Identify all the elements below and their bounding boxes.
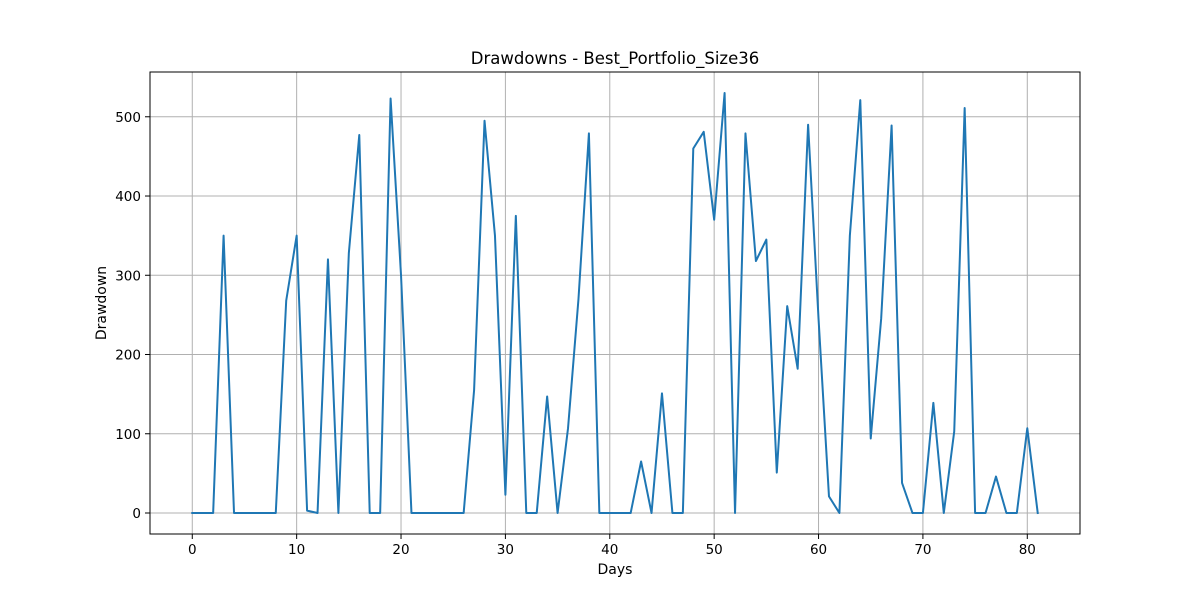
series-lines (191, 92, 1039, 515)
y-tick-label: 100 (115, 427, 141, 443)
x-tick-label: 40 (601, 542, 618, 558)
drawdown-series-line (191, 92, 1039, 515)
chart-title: Drawdowns - Best_Portfolio_Size36 (471, 49, 759, 69)
y-tick-label: 200 (115, 348, 141, 364)
y-axis-label: Drawdown (94, 266, 110, 340)
y-tick-label: 500 (115, 110, 141, 126)
x-axis-label: Days (598, 562, 633, 578)
y-tick-label: 300 (115, 268, 141, 284)
x-axis-ticks: 0 10 20 30 40 50 60 70 80 (188, 534, 1036, 558)
x-tick-label: 60 (810, 542, 827, 558)
x-tick-label: 20 (392, 542, 409, 558)
plot-area-frame (149, 71, 1081, 535)
x-tick-label: 30 (497, 542, 514, 558)
x-tick-label: 10 (288, 542, 305, 558)
x-tick-label: 70 (914, 542, 931, 558)
x-tick-label: 80 (1019, 542, 1036, 558)
y-tick-label: 0 (132, 506, 141, 522)
y-axis-ticks: 0 100 200 300 400 500 (115, 110, 150, 522)
x-tick-label: 0 (188, 542, 197, 558)
x-tick-label: 50 (706, 542, 723, 558)
y-tick-label: 400 (115, 189, 141, 205)
